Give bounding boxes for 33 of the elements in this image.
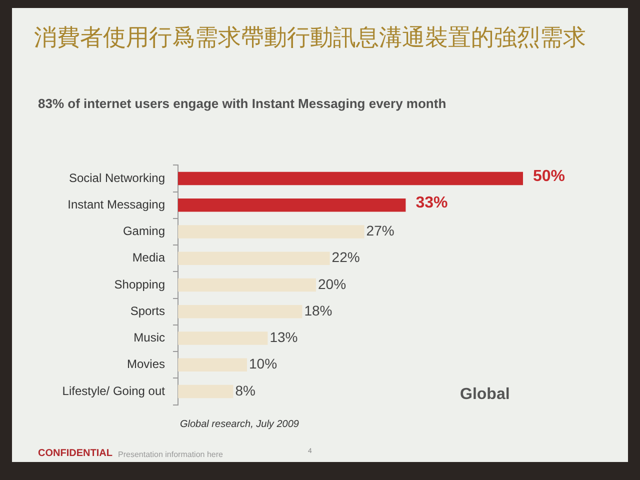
data-label: 50%: [533, 168, 566, 185]
y-tick-label: Sports: [130, 304, 165, 318]
y-tick-label: Social Networking: [68, 170, 165, 185]
bar: [178, 252, 330, 266]
bar: [178, 172, 523, 186]
data-label: 8%: [235, 382, 256, 398]
annotation: Global: [460, 386, 510, 404]
y-tick-label: Lifestyle/ Going out: [62, 384, 166, 398]
bar: [178, 225, 364, 238]
text: Presentation information here: [118, 450, 223, 459]
data-label: 10%: [249, 356, 278, 372]
chart-subtitle: 83% of internet users engage with Instant Messaging every month: [38, 96, 446, 111]
chart-title: 消費者使用行爲需求帶動行動訊息溝通裝置的強烈需求: [34, 24, 586, 53]
y-tick-label: Instant Messaging: [68, 197, 165, 212]
bar: [178, 278, 316, 292]
data-label: 27%: [366, 222, 394, 239]
bar: [178, 384, 234, 398]
bar: [178, 332, 268, 345]
data-label: 20%: [318, 276, 346, 292]
bar: [178, 358, 247, 372]
bar: [178, 198, 406, 212]
y-tick-label: Music: [134, 330, 165, 345]
y-tick-label: Media: [132, 250, 166, 265]
bar: [178, 304, 302, 318]
data-label: 13%: [270, 329, 298, 346]
y-tick-label: Gaming: [122, 224, 165, 238]
data-label: 22%: [332, 249, 360, 266]
text: CONFIDENTIAL: [38, 448, 112, 459]
y-tick-label: Shopping: [114, 277, 165, 292]
data-label: 18%: [304, 302, 332, 318]
y-tick-label: Movies: [126, 357, 165, 372]
data-label: 33%: [416, 194, 448, 212]
text: Global research, July 2009: [180, 419, 299, 430]
